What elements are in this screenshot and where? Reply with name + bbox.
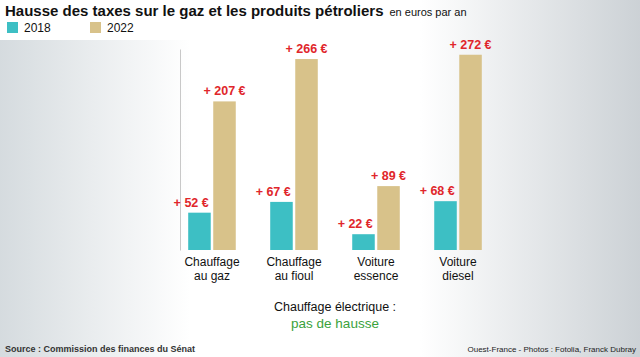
baseline — [180, 250, 490, 251]
y-axis — [180, 50, 181, 251]
bar — [459, 55, 482, 250]
bar — [352, 234, 375, 250]
legend: 2018 2022 — [7, 21, 134, 35]
category-label: Chauffageau gaz — [184, 255, 239, 283]
bar — [188, 213, 211, 250]
bar — [434, 201, 457, 250]
x-tick: Chauffageau fioul — [266, 250, 321, 283]
subtitle: en euros par an — [389, 6, 466, 18]
photo-left — [0, 40, 190, 357]
category-label: Voiturediesel — [439, 255, 477, 283]
data-label: + 52 € — [174, 196, 209, 210]
data-label: + 272 € — [450, 38, 492, 52]
bar — [270, 202, 293, 250]
legend-swatch — [90, 22, 101, 33]
data-label: + 89 € — [371, 169, 406, 183]
credit: Ouest-France - Photos : Fotolia, Franck … — [467, 345, 636, 354]
annotation: pas de hausse — [291, 316, 379, 331]
photo-right — [420, 0, 640, 357]
y-axis-line — [180, 50, 181, 251]
data-label: + 68 € — [420, 184, 455, 198]
annotation: Chauffage électrique : — [274, 300, 396, 314]
data-labels: + 52 € + 67 € + 22 € + 68 € + 207 € + 266 € + … — [174, 38, 492, 231]
x-tick: Voiturediesel — [439, 250, 477, 283]
x-tick: Voitureessence — [354, 250, 399, 283]
data-label: + 207 € — [203, 84, 245, 98]
category-label: Chauffageau fioul — [266, 255, 321, 283]
bar — [213, 101, 236, 250]
bar — [377, 186, 400, 250]
data-label: + 67 € — [256, 185, 291, 199]
title: Hausse des taxes sur le gaz et les produ… — [5, 2, 383, 19]
source: Source : Commission des finances du Séna… — [5, 344, 195, 354]
category-label: Voitureessence — [354, 255, 399, 283]
legend-label: 2022 — [107, 21, 134, 35]
legend-label: 2018 — [24, 21, 51, 35]
x-tick: Chauffageau gaz — [184, 250, 239, 283]
bars — [188, 55, 482, 250]
x-axis: Chauffageau gaz Chauffageau fioul Voituree… — [184, 250, 477, 283]
chart: Hausse des taxes sur le gaz et les produ… — [0, 0, 640, 357]
bar — [295, 59, 318, 250]
data-label: + 266 € — [285, 42, 327, 56]
data-label: + 22 € — [338, 217, 373, 231]
legend-swatch — [7, 22, 18, 33]
